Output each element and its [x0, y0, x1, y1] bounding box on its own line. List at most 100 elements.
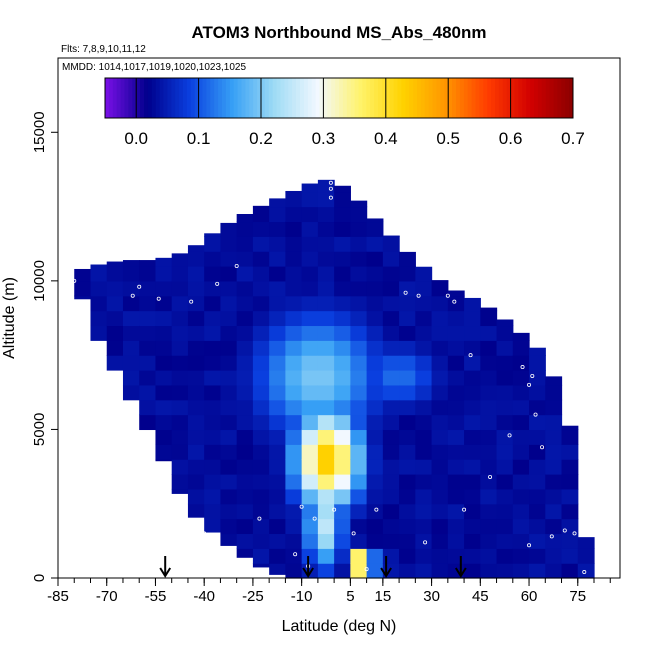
- heatmap-cell: [317, 179, 335, 193]
- heatmap-cell: [301, 183, 319, 193]
- colorbar-strip: [307, 78, 313, 118]
- heatmap-cell: [350, 414, 368, 431]
- heatmap-cell: [269, 295, 286, 312]
- heatmap-cell: [480, 548, 498, 564]
- heatmap-cell: [512, 474, 530, 490]
- heatmap-cell: [366, 444, 384, 460]
- heatmap-cell: [252, 518, 270, 535]
- colorbar-strip: [553, 78, 558, 118]
- heatmap-cell: [431, 459, 449, 475]
- colorbar-strip: [534, 78, 539, 118]
- heatmap-cell: [399, 325, 416, 341]
- heatmap-cell: [447, 503, 465, 520]
- heatmap-cell: [512, 414, 530, 431]
- heatmap-cell: [350, 221, 368, 237]
- heatmap-cell: [236, 533, 254, 549]
- heatmap-cell: [431, 355, 449, 371]
- heatmap-cell: [512, 503, 530, 520]
- heatmap-cell: [350, 384, 368, 401]
- colorbar-strip: [249, 78, 254, 118]
- sample-point: [257, 516, 262, 521]
- heatmap-cell: [252, 295, 270, 312]
- heatmap-cell: [431, 429, 449, 445]
- colorbar-strip: [268, 78, 274, 118]
- heatmap-cell: [480, 384, 498, 401]
- heatmap-cell: [204, 251, 222, 267]
- down-arrow-icon: [159, 556, 172, 578]
- heatmap-cell: [366, 474, 384, 490]
- heatmap-cell: [399, 474, 416, 490]
- colorbar-strip: [108, 78, 114, 118]
- heatmap-cell: [382, 503, 400, 520]
- heatmap-cell: [285, 459, 303, 475]
- heatmap-cell: [415, 414, 433, 431]
- heatmap-cell: [350, 280, 368, 297]
- heatmap-cell: [269, 459, 286, 475]
- down-arrow-icon: [302, 556, 314, 578]
- heatmap-cell: [496, 429, 514, 445]
- heatmap-cell: [236, 310, 254, 327]
- sample-point: [328, 195, 333, 200]
- y-tick-label: 10000: [31, 260, 48, 302]
- heatmap-cell: [285, 444, 303, 460]
- heatmap-cell: [187, 488, 205, 505]
- heatmap-cell: [366, 399, 384, 416]
- colorbar-strip: [549, 78, 554, 118]
- heatmap-cell: [366, 221, 384, 237]
- heatmap-cell: [447, 370, 465, 386]
- colorbar-strip: [541, 78, 547, 118]
- heatmap-cell: [577, 563, 595, 579]
- heatmap-cell: [285, 503, 303, 520]
- colorbar-strip: [518, 78, 523, 118]
- heatmap-cell: [415, 384, 433, 401]
- heatmap-cell: [431, 488, 449, 505]
- heatmap-cell: [464, 340, 481, 356]
- heatmap-cell: [366, 548, 384, 564]
- heatmap-cell: [285, 340, 303, 356]
- colorbar-strip: [502, 78, 508, 118]
- colorbar-strip: [171, 78, 176, 118]
- y-tick-label: 0: [31, 574, 48, 582]
- down-arrow-icon: [454, 556, 467, 578]
- heatmap-cell: [464, 355, 481, 371]
- heatmap-cell: [512, 533, 530, 549]
- heatmap-cell: [431, 280, 449, 282]
- heatmap-cell: [187, 414, 205, 431]
- heatmap-cell: [236, 295, 254, 312]
- heatmap-cell: [545, 518, 563, 535]
- heatmap-cell: [269, 518, 286, 535]
- heatmap-cell: [415, 488, 433, 505]
- heatmap-cell: [171, 399, 189, 416]
- heatmap-cell: [220, 222, 238, 237]
- heatmap-cell: [561, 548, 579, 564]
- heatmap-cell: [106, 325, 124, 341]
- heatmap-cell: [204, 236, 222, 252]
- heatmap-cell: [317, 399, 335, 416]
- colorbar-strip: [276, 78, 281, 118]
- heatmap-cell: [529, 384, 546, 401]
- colorbar-strip: [229, 78, 235, 118]
- heatmap-cell: [285, 474, 303, 490]
- colorbar-strip: [116, 78, 122, 118]
- heatmap-cell: [496, 319, 514, 327]
- colorbar-strip: [288, 78, 293, 118]
- heatmap-cell: [301, 533, 319, 549]
- heatmap-cell: [252, 325, 270, 341]
- heatmap-cell: [545, 474, 563, 490]
- heatmap-cell: [350, 474, 368, 490]
- colorbar-strip: [179, 78, 184, 118]
- colorbar-tick-label: 0.2: [249, 129, 273, 148]
- heatmap-cell: [220, 355, 238, 371]
- heatmap-cell: [431, 399, 449, 416]
- heatmap-cell: [496, 518, 514, 535]
- heatmap-cell: [204, 325, 222, 341]
- sample-point: [527, 382, 532, 387]
- heatmap-cell: [155, 414, 173, 431]
- heatmap-cell: [350, 459, 368, 475]
- colorbar-strip: [487, 78, 492, 118]
- colorbar-strip: [159, 78, 164, 118]
- heatmap-cell: [334, 206, 351, 223]
- heatmap-cell: [464, 488, 481, 505]
- heatmap-cell: [382, 280, 400, 297]
- sample-point: [202, 531, 207, 536]
